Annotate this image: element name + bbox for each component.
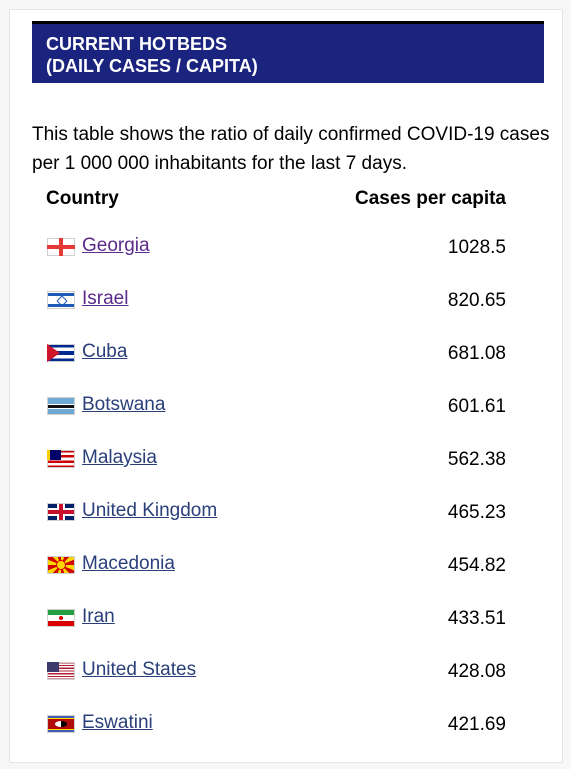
cuba-flag-icon [47,344,75,362]
cases-value: 465.23 [447,502,506,523]
eswatini-flag-icon [47,715,75,733]
cases-value: 1028.5 [447,237,506,258]
country-link-malaysia[interactable]: Malaysia [82,447,157,468]
cases-value: 421.69 [447,714,506,735]
section-header: CURRENT HOTBEDS (DAILY CASES / CAPITA) [32,21,544,83]
malaysia-flag-icon [47,450,75,468]
table-row: Botswana 601.61 [46,390,506,420]
table-row: Iran 433.51 [46,602,506,632]
cases-value: 433.51 [447,608,506,629]
cases-value: 820.65 [447,290,506,311]
column-header-cases-per-capita: Cases per capita [354,188,506,209]
hotbeds-card: CURRENT HOTBEDS (DAILY CASES / CAPITA) T… [9,9,563,763]
cases-value: 428.08 [447,661,506,682]
georgia-flag-icon [47,238,75,256]
country-link-macedonia[interactable]: Macedonia [82,553,175,574]
country-link-cuba[interactable]: Cuba [82,341,128,362]
table-row: Malaysia 562.38 [46,443,506,473]
cases-value: 601.61 [447,396,506,417]
country-link-united-states[interactable]: United States [82,659,197,680]
table-row: United States 428.08 [46,655,506,685]
cases-value: 454.82 [447,555,506,576]
cases-value: 681.08 [447,343,506,364]
table-row: Georgia 1028.5 [46,231,506,261]
botswana-flag-icon [47,397,75,415]
country-link-eswatini[interactable]: Eswatini [82,712,153,733]
united-kingdom-flag-icon [47,503,75,521]
header-subtitle: (DAILY CASES / CAPITA) [46,56,258,76]
cases-value: 562.38 [447,449,506,470]
header-title: CURRENT HOTBEDS [46,34,228,54]
country-link-georgia[interactable]: Georgia [82,235,150,256]
table-row: Cuba 681.08 [46,337,506,367]
table-row: Israel 820.65 [46,284,506,314]
country-link-united-kingdom[interactable]: United Kingdom [82,500,218,521]
israel-flag-icon [47,291,75,309]
united-states-flag-icon [47,662,75,680]
country-link-botswana[interactable]: Botswana [82,394,166,415]
table-description: This table shows the ratio of daily conf… [32,124,550,174]
iran-flag-icon [47,609,75,627]
table-row: Eswatini 421.69 [46,708,506,738]
country-link-iran[interactable]: Iran [82,606,115,627]
country-link-israel[interactable]: Israel [82,288,129,309]
table-row: United Kingdom 465.23 [46,496,506,526]
table-row: Macedonia 454.82 [46,549,506,579]
macedonia-flag-icon [47,556,75,574]
column-header-country: Country [46,188,119,209]
